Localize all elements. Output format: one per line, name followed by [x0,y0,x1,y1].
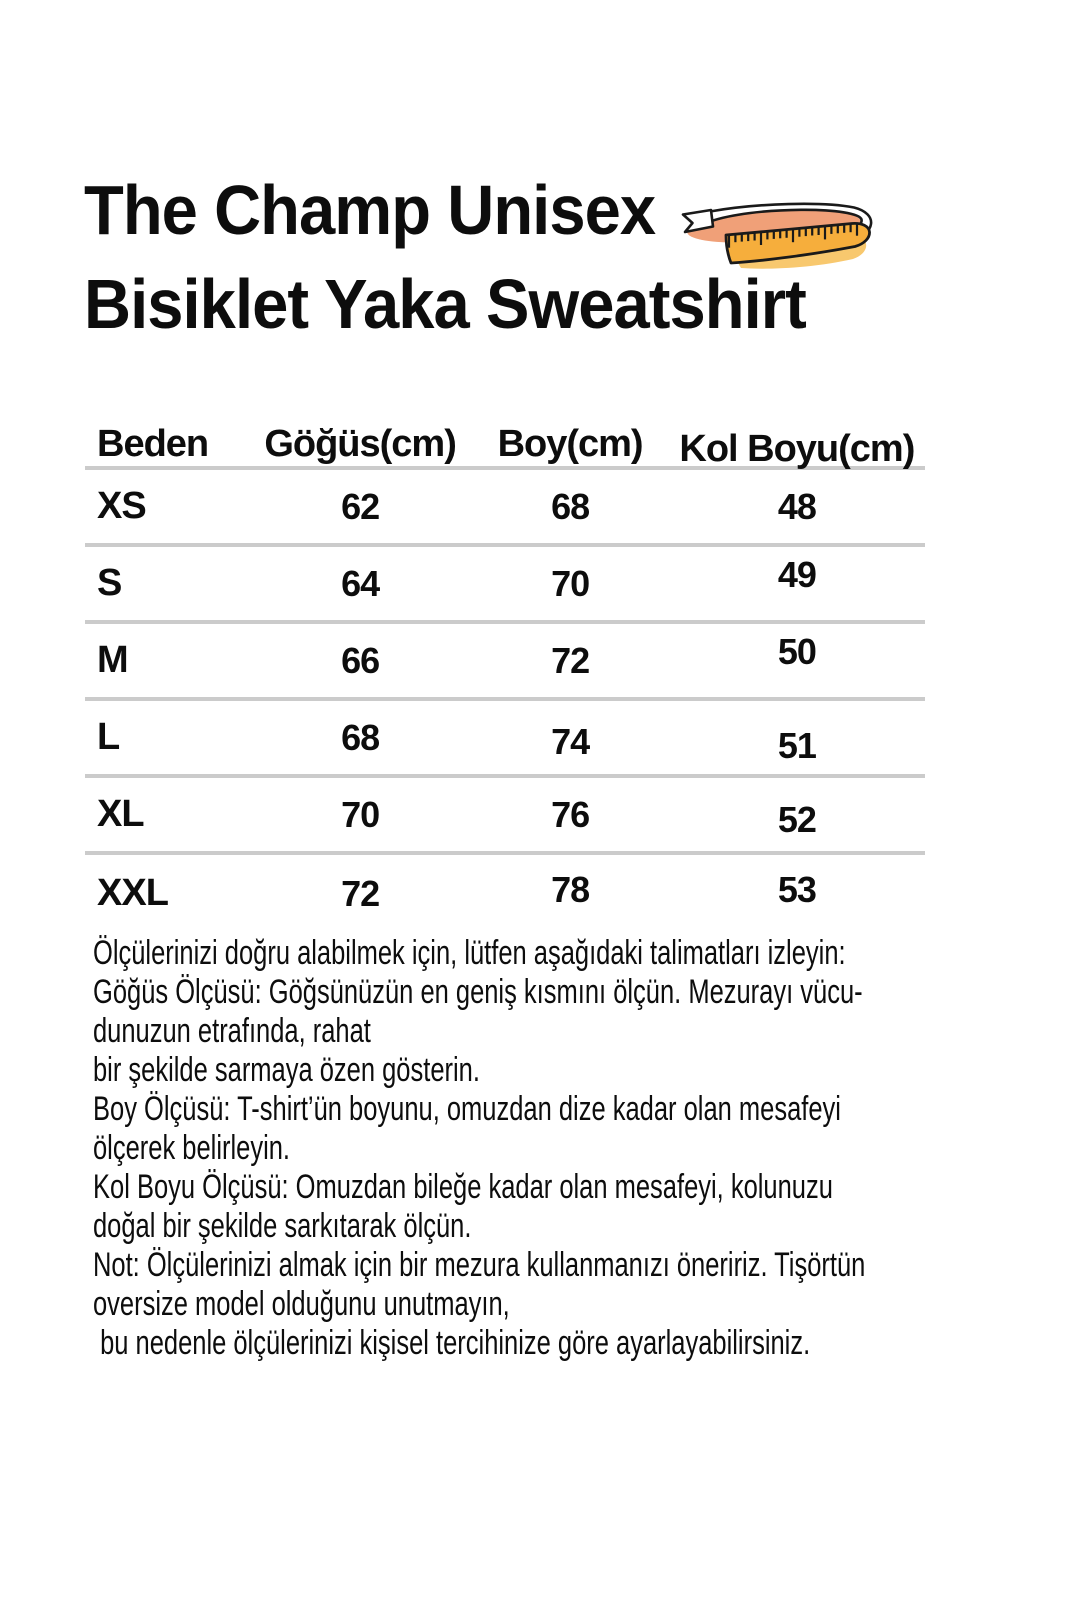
size-chart-header-row: Beden Göğüs(cm) Boy(cm) Kol Boyu(cm) [85,423,925,470]
size-chart-table: Beden Göğüs(cm) Boy(cm) Kol Boyu(cm) XS … [85,423,925,932]
size-cell: L [97,716,120,758]
length-cell: 72 [551,639,590,681]
instruction-line: ölçerek belirleyin. [93,1129,291,1167]
size-cell: XS [97,485,147,527]
instruction-line: Not: Ölçülerinizi almak için bir mezura … [93,1246,866,1284]
chest-cell: 66 [341,639,380,681]
instruction-line: dunuzun etrafında, rahat [93,1012,371,1050]
product-title-line-2: Bisiklet Yaka Sweatshirt [84,265,807,343]
chest-cell: 64 [341,562,380,604]
instruction-line: bir şekilde sarmaya özen gösterin. [93,1051,480,1089]
measuring-tape-icon [681,202,873,269]
size-cell: XL [97,793,145,835]
length-cell: 76 [551,793,590,835]
tape-notched-end [681,208,715,234]
chest-cell: 72 [341,872,380,914]
measurement-instructions: Ölçülerinizi doğru alabilmek için, lütfe… [93,934,865,1363]
chest-cell: 62 [341,485,380,527]
sleeve-cell: 52 [777,798,817,840]
instruction-line: Kol Boyu Ölçüsü: Omuzdan bileğe kadar ol… [93,1168,833,1206]
length-cell: 70 [551,562,590,604]
header-cell-gogus: Göğüs(cm) [264,423,457,465]
chest-cell: 70 [341,793,380,835]
length-cell: 68 [551,485,590,527]
tape-tick-marks [727,223,859,248]
instruction-line: Göğüs Ölçüsü: Göğsünüzün en geniş kısmın… [93,973,863,1011]
size-cell: S [97,562,122,604]
table-row-l: L 68 74 51 [85,701,925,778]
instruction-line: Boy Ölçüsü: T-shirt’ün boyunu, omuzdan d… [93,1090,841,1128]
product-title: The Champ Unisex Bisiklet Yaka Sweatshir… [84,163,807,351]
header-cell-boy: Boy(cm) [497,423,644,465]
header-cell-beden: Beden [97,423,209,465]
instruction-line: oversize model olduğunu unutmayın, [93,1285,510,1323]
sleeve-cell: 51 [777,724,817,766]
sleeve-cell: 48 [777,485,817,527]
product-title-line-1: The Champ Unisex [84,171,656,249]
sleeve-cell: 50 [777,630,817,672]
chest-cell: 68 [341,716,380,758]
instruction-line: doğal bir şekilde sarkıtarak ölçün. [93,1207,472,1245]
table-row-m: M 66 72 50 [85,624,925,701]
size-cell: XXL [97,872,169,914]
header-cell-kol-boyu: Kol Boyu(cm) [679,428,915,470]
size-cell: M [97,639,129,681]
table-row-xl: XL 70 76 52 [85,778,925,855]
sleeve-cell: 49 [777,553,817,595]
instruction-line: bu nedenle ölçülerinizi kişisel tercihin… [93,1324,811,1362]
instruction-line: Ölçülerinizi doğru alabilmek için, lütfe… [93,934,846,972]
table-row-xxl: XXL 72 78 53 [85,855,925,932]
length-cell: 78 [551,868,590,910]
sleeve-cell: 53 [777,868,817,910]
table-row-s: S 64 70 49 [85,547,925,624]
length-cell: 74 [551,720,590,762]
table-row-xs: XS 62 68 48 [85,470,925,547]
